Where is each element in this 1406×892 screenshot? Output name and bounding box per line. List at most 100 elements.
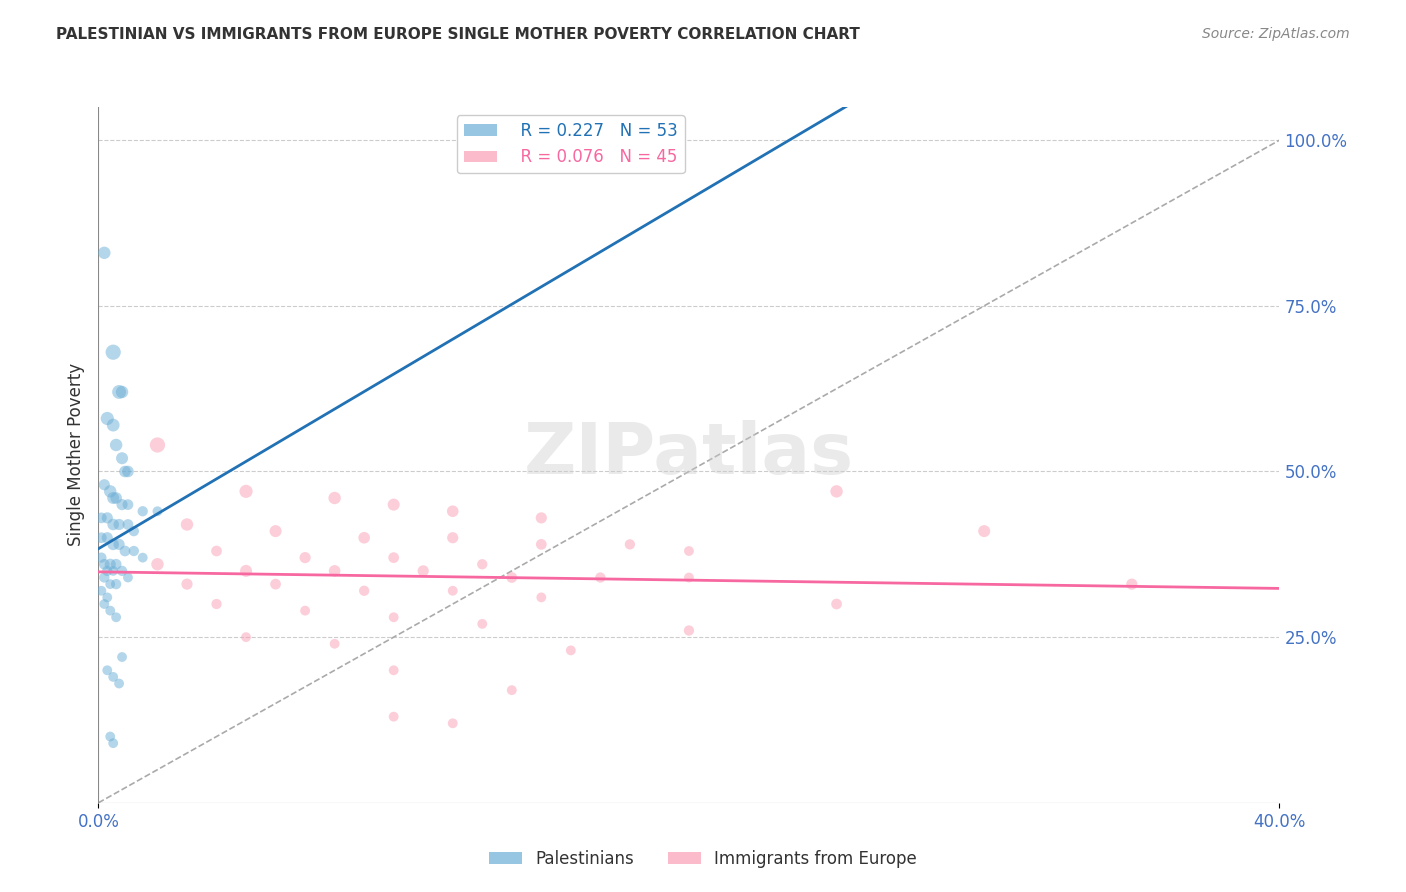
Legend: Palestinians, Immigrants from Europe: Palestinians, Immigrants from Europe <box>482 844 924 875</box>
Point <box>471 558 494 572</box>
Point <box>323 564 346 578</box>
Point <box>323 637 346 651</box>
Point <box>471 616 494 631</box>
Point <box>105 491 128 505</box>
Point <box>103 491 125 505</box>
Point <box>111 564 134 578</box>
Point <box>589 570 612 584</box>
Point <box>111 384 134 399</box>
Point <box>98 604 121 618</box>
Point <box>90 583 112 598</box>
Point <box>98 484 121 499</box>
Point <box>111 498 134 512</box>
Point <box>678 570 700 584</box>
Point <box>412 564 434 578</box>
Point <box>323 491 346 505</box>
Point <box>105 558 128 572</box>
Point <box>146 558 169 572</box>
Point <box>98 558 121 572</box>
Point <box>103 345 125 359</box>
Point <box>530 537 553 551</box>
Point <box>103 736 125 750</box>
Point <box>108 537 131 551</box>
Y-axis label: Single Mother Poverty: Single Mother Poverty <box>66 363 84 547</box>
Text: PALESTINIAN VS IMMIGRANTS FROM EUROPE SINGLE MOTHER POVERTY CORRELATION CHART: PALESTINIAN VS IMMIGRANTS FROM EUROPE SI… <box>56 27 860 42</box>
Point <box>678 544 700 558</box>
Point <box>132 550 155 565</box>
Point <box>108 676 131 690</box>
Point <box>90 511 112 525</box>
Point <box>441 504 464 518</box>
Point <box>235 564 257 578</box>
Point <box>105 610 128 624</box>
Point <box>501 683 523 698</box>
Point <box>382 498 405 512</box>
Point <box>132 504 155 518</box>
Point <box>176 577 198 591</box>
Point <box>96 591 118 605</box>
Point <box>93 570 115 584</box>
Point <box>103 418 125 433</box>
Point <box>111 451 134 466</box>
Point <box>560 643 582 657</box>
Point <box>93 477 115 491</box>
Point <box>111 650 134 665</box>
Point <box>176 517 198 532</box>
Point <box>264 577 287 591</box>
Point <box>382 709 405 723</box>
Point <box>96 531 118 545</box>
Point <box>108 384 131 399</box>
Point <box>90 550 112 565</box>
Point <box>105 438 128 452</box>
Point <box>353 531 375 545</box>
Point <box>264 524 287 538</box>
Point <box>294 550 316 565</box>
Point <box>146 438 169 452</box>
Point <box>117 498 139 512</box>
Point <box>103 537 125 551</box>
Point <box>93 558 115 572</box>
Point <box>96 411 118 425</box>
Point <box>146 504 169 518</box>
Point <box>93 597 115 611</box>
Point <box>530 511 553 525</box>
Point <box>103 564 125 578</box>
Point <box>122 524 145 538</box>
Point <box>619 537 641 551</box>
Point <box>96 663 118 677</box>
Point <box>825 484 848 499</box>
Point <box>382 663 405 677</box>
Point <box>530 591 553 605</box>
Point <box>235 484 257 499</box>
Text: Source: ZipAtlas.com: Source: ZipAtlas.com <box>1202 27 1350 41</box>
Point <box>98 577 121 591</box>
Point <box>825 597 848 611</box>
Point <box>117 517 139 532</box>
Point <box>205 597 228 611</box>
Point <box>103 670 125 684</box>
Point <box>98 730 121 744</box>
Point <box>93 245 115 260</box>
Point <box>105 577 128 591</box>
Point <box>122 544 145 558</box>
Point <box>103 517 125 532</box>
Point <box>114 544 136 558</box>
Point <box>96 564 118 578</box>
Point <box>973 524 995 538</box>
Point <box>114 465 136 479</box>
Point <box>1121 577 1143 591</box>
Point <box>235 630 257 644</box>
Point <box>117 570 139 584</box>
Point <box>441 716 464 731</box>
Point <box>353 583 375 598</box>
Point <box>382 610 405 624</box>
Point <box>108 517 131 532</box>
Text: ZIPatlas: ZIPatlas <box>524 420 853 490</box>
Point <box>294 604 316 618</box>
Point <box>205 544 228 558</box>
Point <box>90 531 112 545</box>
Point <box>441 531 464 545</box>
Point <box>501 570 523 584</box>
Point <box>96 511 118 525</box>
Point <box>678 624 700 638</box>
